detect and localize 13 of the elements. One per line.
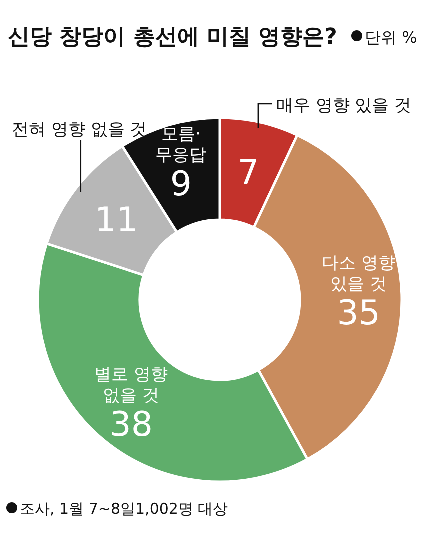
slice-label: 매우 영향 있을 것: [276, 96, 412, 116]
slice-label: 별로 영향 없을 것: [94, 365, 168, 406]
slice-label: 다소 영향 있을 것: [322, 254, 396, 295]
data-label: 35: [337, 294, 381, 334]
data-label: 38: [110, 405, 154, 446]
data-label: 9: [170, 164, 192, 205]
chart-title: 신당 창당이 총선에 미칠 영향은?: [8, 25, 338, 50]
chart-subtitle: 단위 %: [365, 28, 418, 47]
data-label: 7: [238, 153, 260, 194]
text: 조사, 1월 7~8일1,002명 대상: [20, 500, 228, 518]
data-label: 11: [94, 200, 138, 241]
slice-label: 모름·무응답: [156, 124, 207, 166]
slice-label: 전혀 영향 없을 것: [12, 120, 148, 140]
